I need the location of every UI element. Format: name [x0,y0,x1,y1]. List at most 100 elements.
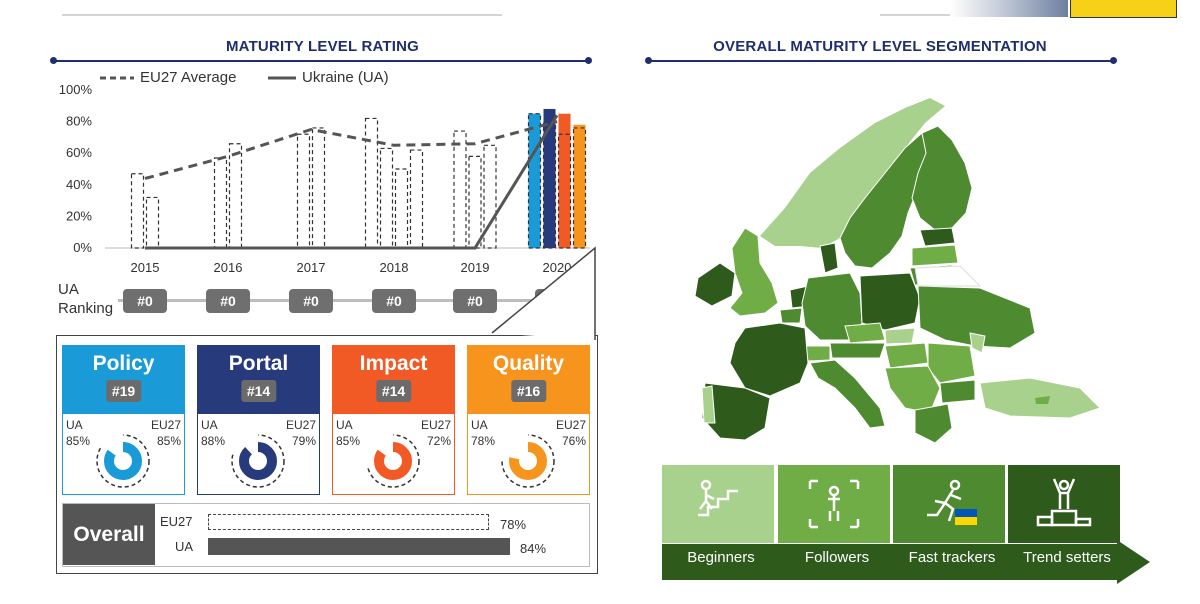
overall-label: Overall [63,504,155,565]
map-moldova [969,332,986,354]
segmentation-title: OVERALL MATURITY LEVEL SEGMENTATION [713,38,1047,55]
card-ua-label: UA [336,418,353,432]
card-ua-block: UA 85% [336,417,360,449]
donut-ua-ring [104,442,142,480]
eu-bar-policy [453,130,467,249]
card-portal: Portal #14 UA 88% EU27 79% [197,345,320,495]
solid-line-icon [268,76,296,79]
donut-ua-ring [374,442,412,480]
map-belgium [779,307,803,324]
rank-pill-2016: #0 [206,289,250,313]
eu-bar-policy [213,157,228,249]
overall-ua-bar [208,538,511,555]
maturity-chart: 100% 80% 60% 40% 20% 0% 2015 2016 2017 2018 2019 20… [59,82,590,275]
dashed-line-icon [100,76,134,79]
stairs-climber-icon [698,479,738,517]
overall-eu-bar [208,514,489,530]
y-tick-label: 40% [66,177,92,192]
eu-bar-portal [379,147,394,249]
ranking-label-line2: Ranking [58,300,114,317]
ranking-label-line1: UA [58,281,79,298]
donut-eu-gap [95,433,151,489]
eu-bar-quality [572,127,587,249]
rule-dot-right [585,57,592,64]
x-tick-label: 2018 [380,260,409,275]
card-eu-value: 85% [156,434,181,448]
card-rank: #14 [240,380,277,402]
map-ireland [694,262,736,307]
card-ua-block: UA 85% [66,417,90,449]
segment-trend-setters [1008,465,1120,543]
map-latvia [911,244,959,267]
maturity-rating-title: MATURITY LEVEL RATING [225,38,420,55]
card-eu-block: EU27 85% [151,417,181,449]
card-policy: Policy #19 UA 85% EU27 85% [62,345,185,495]
card-ua-value: 88% [201,434,226,448]
card-ua-block: UA 78% [471,417,495,449]
map-estonia [919,227,956,247]
map-poland [859,272,921,331]
eu-bar-policy [527,113,542,249]
map-austria [829,342,886,359]
rule-dot-left [50,57,57,64]
map-uk [729,227,779,317]
legend-eu: EU27 Average [100,69,236,86]
y-tick-label: 0% [73,240,92,255]
segment-label: Beginners [687,549,755,566]
arrows-person-icon [808,479,860,529]
map-portugal [701,385,716,424]
card-ua-block: UA 88% [201,417,225,449]
donut-eu-gap [500,433,557,489]
eu-bar-impact [483,144,497,249]
rank-pill-2017: #0 [289,289,333,313]
card-header: Impact #14 [333,346,454,414]
card-ua-value: 85% [336,434,361,448]
eu-bar-impact [394,168,409,249]
card-eu-value: 76% [561,434,586,448]
map-bulgaria [939,379,976,404]
card-rank: #14 [375,380,412,402]
segment-fast-trackers [893,465,1005,543]
ua-bar-impact [558,113,571,248]
map-balkans [884,365,941,414]
map-ukraine [917,285,1036,349]
map-slovakia [884,327,916,345]
top-rule [62,14,502,16]
overall-ua-value: 84% [520,541,547,556]
flag-corner [1070,0,1177,18]
segmentation-rule [650,60,1113,62]
x-tick-label: 2017 [297,260,326,275]
eu-bar-portal [468,155,482,249]
map-switzerland [804,345,831,362]
rank-pill-2019: #0 [453,289,497,313]
map-denmark [819,242,839,274]
eu-stars-banner [950,0,1068,17]
donut-eu-gap [365,433,421,489]
legend-ua: Ukraine (UA) [268,69,389,86]
card-title: Policy [92,352,155,375]
card-donut [500,433,557,489]
y-tick-label: 80% [66,114,92,129]
map-cyprus [1035,396,1050,404]
card-eu-block: EU27 72% [421,417,451,449]
y-tick-label: 20% [66,208,92,223]
podium-winner-icon [1036,478,1092,527]
card-header: Portal #14 [198,346,319,414]
overall-eu-value: 78% [500,517,527,532]
legend-eu-label: EU27 Average [140,69,237,86]
eu-bar-quality [409,149,424,249]
donut-eu-gap [230,433,286,489]
map-czechia [844,322,886,344]
card-donut [365,433,421,489]
segment-label: Fast trackers [908,549,996,566]
eu-bar-portal [228,143,243,249]
card-ua-label: UA [66,418,83,432]
card-donut [230,433,286,489]
card-header: Policy #19 [63,346,184,414]
card-eu-block: EU27 79% [286,417,316,449]
ua-bar-policy [528,113,541,248]
card-title: Quality [492,352,565,375]
card-quality: Quality #16 UA 78% EU27 76% [467,345,590,495]
map-belarus [914,265,982,287]
top-rule-right [880,14,950,16]
